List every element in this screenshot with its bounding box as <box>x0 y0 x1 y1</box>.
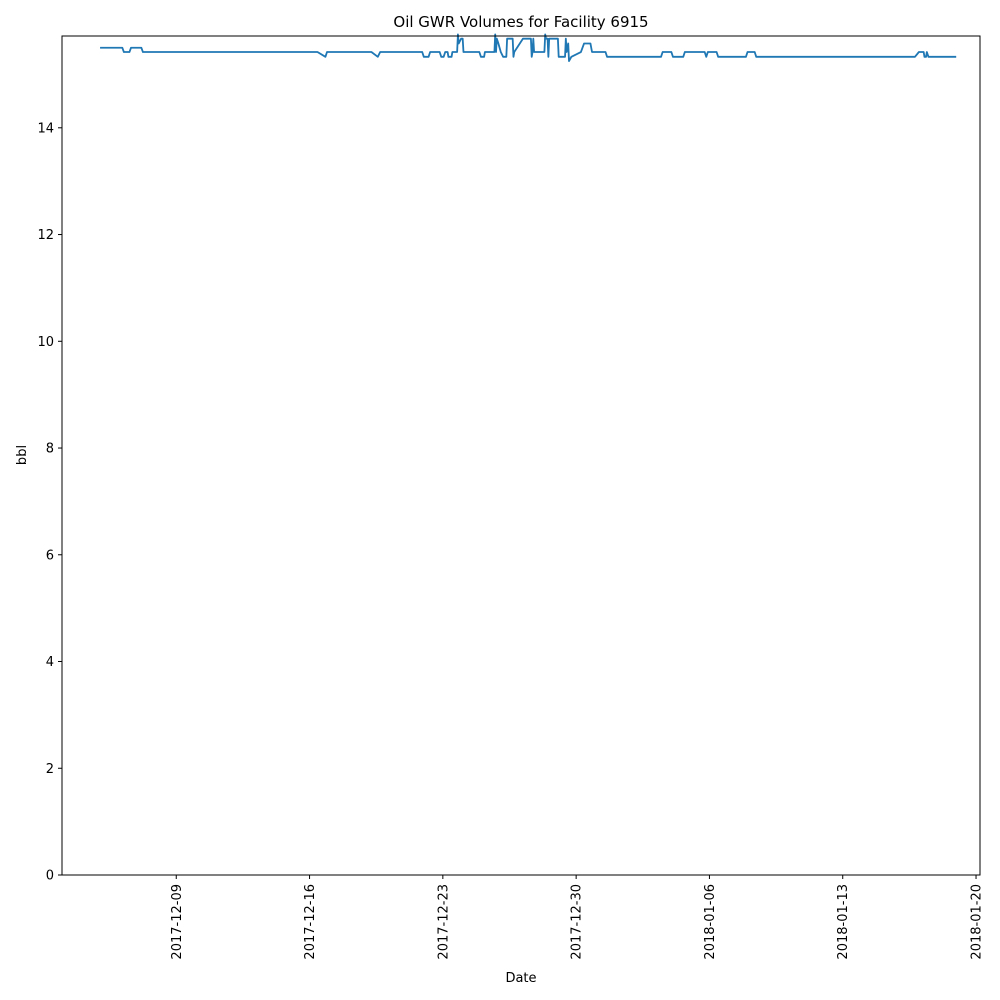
x-tick-label: 2018-01-06 <box>703 884 718 960</box>
y-axis-ticks: 0 2 4 6 8 10 12 14 <box>37 121 62 884</box>
y-tick-label: 10 <box>37 335 54 350</box>
x-tick-label: 2018-01-13 <box>836 884 851 960</box>
plot-border <box>61 35 981 876</box>
x-axis-ticks: 2017-12-09 2017-12-16 2017-12-23 2017-12-30… <box>170 875 985 960</box>
chart-title: Oil GWR Volumes for Facility 6915 <box>393 13 648 31</box>
x-tick-label: 2017-12-23 <box>436 884 451 960</box>
series-layer <box>100 33 957 62</box>
y-tick-label: 4 <box>46 655 54 670</box>
y-tick-label: 2 <box>46 762 54 777</box>
y-tick-label: 8 <box>46 442 54 457</box>
x-tick-label: 2018-01-20 <box>970 884 985 960</box>
y-tick-label: 6 <box>46 548 54 563</box>
y-tick-label: 14 <box>37 121 54 136</box>
plot-frame <box>62 36 980 875</box>
x-tick-label: 2017-12-16 <box>303 884 318 960</box>
x-tick-label: 2017-12-09 <box>170 884 185 960</box>
x-tick-label: 2017-12-30 <box>570 884 585 960</box>
series-line-0 <box>100 33 957 62</box>
y-tick-label: 0 <box>46 869 54 884</box>
x-axis-label: Date <box>505 971 536 986</box>
y-axis-label: bbl <box>15 445 30 465</box>
plot-area: 2017-12-09 2017-12-16 2017-12-23 2017-12-30… <box>37 33 985 960</box>
y-tick-label: 12 <box>37 228 54 243</box>
